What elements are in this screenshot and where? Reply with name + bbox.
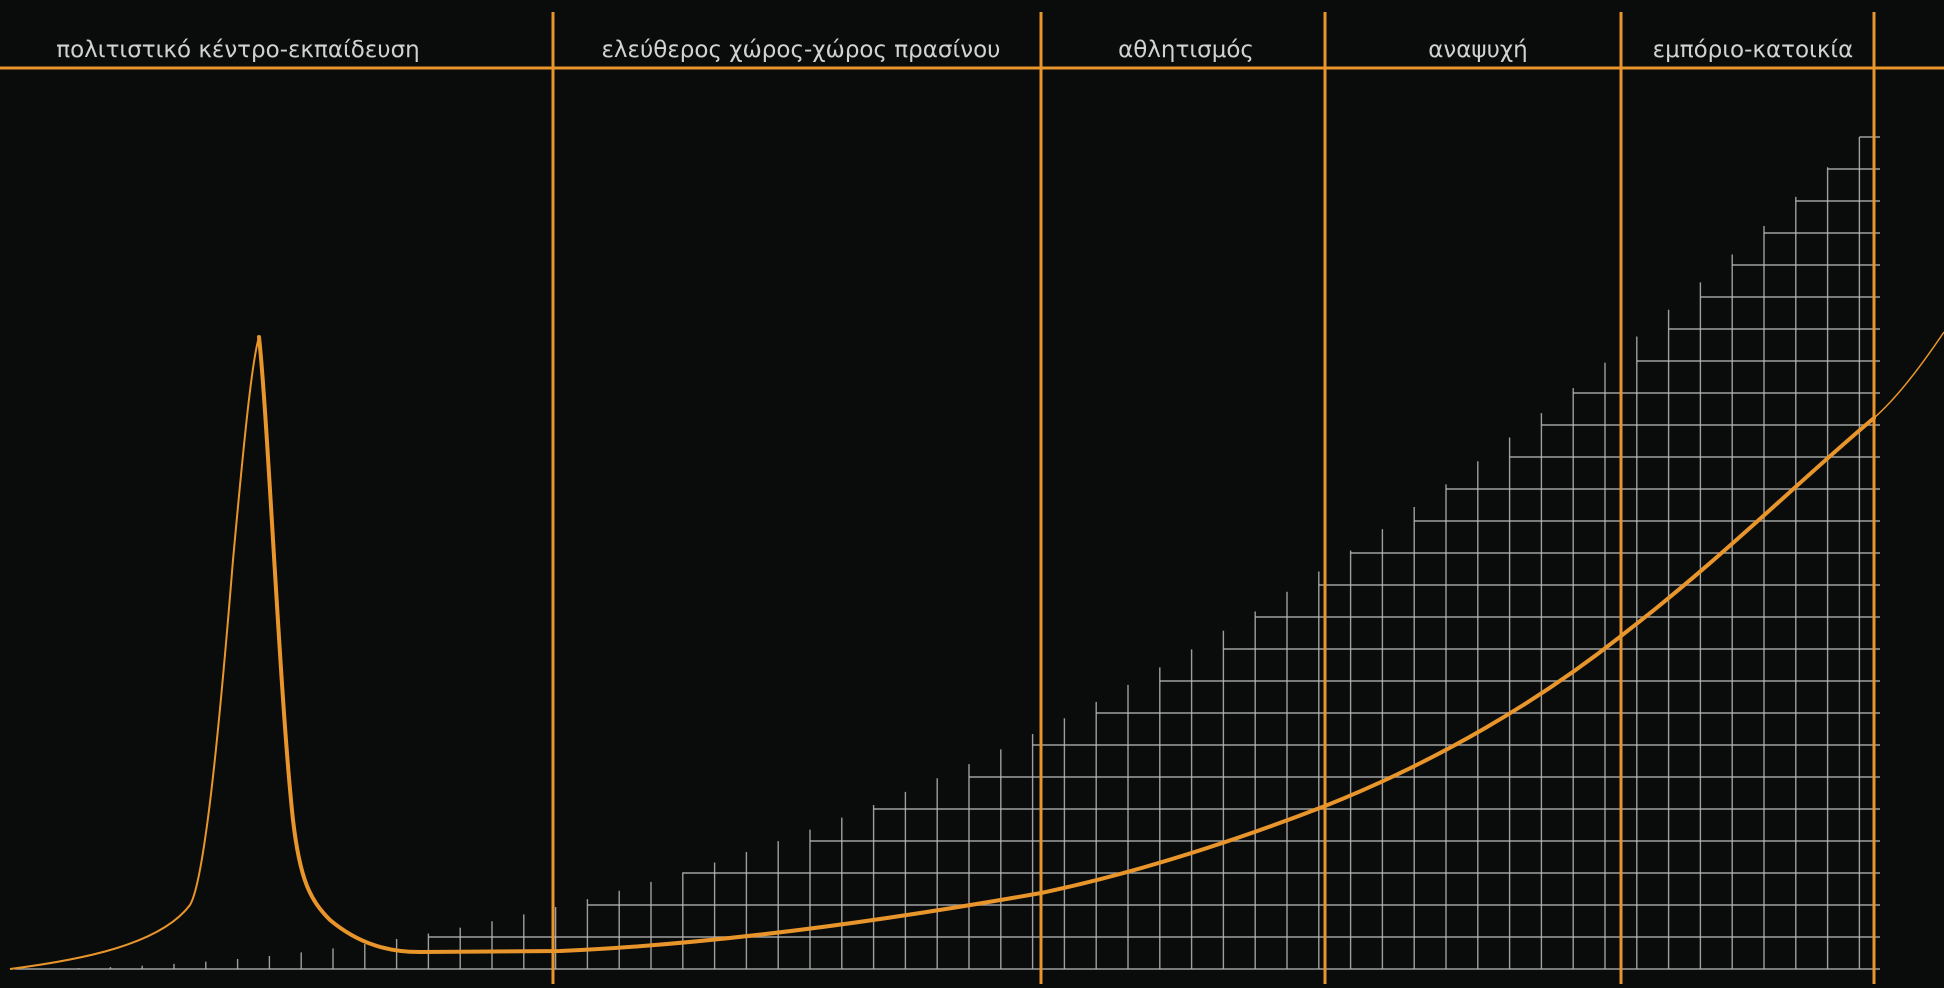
zone-label-recreation: αναψυχή [1428,37,1528,63]
curve-tail [1873,331,1944,419]
main-curve [257,335,1876,955]
zone-dividers [0,12,1944,984]
staircase-grid [14,136,1880,970]
zone-label-culture-education: πολιτιστικό κέντρο-εκπαίδευση [56,37,420,63]
spike-rise-curve [9,336,260,970]
zone-label-open-green-space: ελεύθερος χώρος-χώρος πρασίνου [601,37,1001,63]
curves [9,331,1944,970]
zone-label-commerce-housing: εμπόριο-κατοικία [1652,37,1854,63]
zone-label-sports: αθλητισμός [1118,37,1254,63]
